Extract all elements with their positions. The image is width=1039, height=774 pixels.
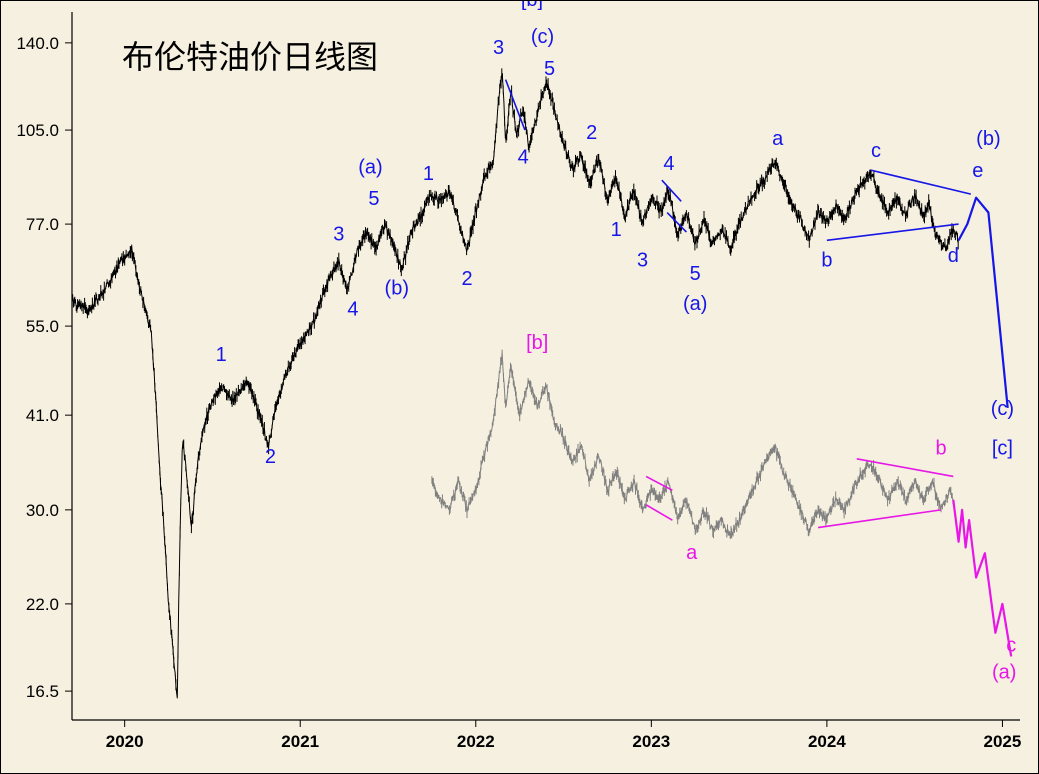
chart-title: 布伦特油价日线图 [122,39,378,75]
wave-label-blue: d [948,245,959,267]
wave-label-blue: (c) [991,398,1014,420]
wave-label-blue: 3 [493,37,504,59]
wave-label-blue: 2 [461,268,472,290]
chart-container: 16.5 22.0 30.0 41.0 55.0 77.0 105.0 140.0 2020 20… [0,0,1039,774]
y-tick-label: 140.0 [16,34,59,53]
wave-label-blue: [c] [992,438,1013,460]
y-tick-label: 55.0 [26,317,59,336]
wave-label-blue: 3 [333,223,344,245]
wave-label-blue: (b) [976,128,1000,150]
wave-label-pink: a [686,542,698,564]
wave-label-blue: 2 [586,122,597,144]
wave-label-blue: 1 [611,219,622,241]
wave-label-blue: (b) [385,278,409,300]
x-tick-label: 2021 [281,732,319,751]
price-chart: 16.5 22.0 30.0 41.0 55.0 77.0 105.0 140.0 2020 20… [0,0,1039,774]
wave-label-blue: (a) [358,156,382,178]
wave-label-blue: 4 [663,153,674,175]
x-tick-label: 2025 [984,732,1022,751]
y-tick-label: 30.0 [26,501,59,520]
wave-label-blue: 5 [544,58,555,80]
wave-label-blue: (c) [531,26,554,48]
wave-label-blue: 2 [265,446,276,468]
wave-label-blue: e [972,160,983,182]
y-tick-label: 77.0 [26,215,59,234]
y-tick-label: 16.5 [26,682,59,701]
wave-label-blue: (a) [683,293,707,315]
x-tick-label: 2024 [808,732,846,751]
wave-label-pink: (a) [992,662,1016,684]
wave-label-blue: 4 [518,147,529,169]
wave-label-blue: 3 [637,249,648,271]
wave-label-blue: a [772,128,784,150]
wave-label-pink: b [935,438,946,460]
wave-label-pink: c [1006,635,1016,657]
wave-label-blue: 5 [368,188,379,210]
x-tick-label: 2020 [106,732,144,751]
wave-label-blue: [b] [521,0,543,11]
wave-label-blue: 5 [690,263,701,285]
y-tick-label: 22.0 [26,595,59,614]
y-tick-label: 41.0 [26,406,59,425]
wave-label-blue: c [871,140,881,162]
wave-label-blue: 1 [216,344,227,366]
x-tick-label: 2022 [457,732,495,751]
wave-label-blue: 4 [347,298,358,320]
x-tick-label: 2023 [632,732,670,751]
wave-label-blue: 1 [423,163,434,185]
wave-label-blue: b [821,249,832,271]
wave-label-pink: [b] [526,332,548,354]
y-tick-label: 105.0 [16,121,59,140]
